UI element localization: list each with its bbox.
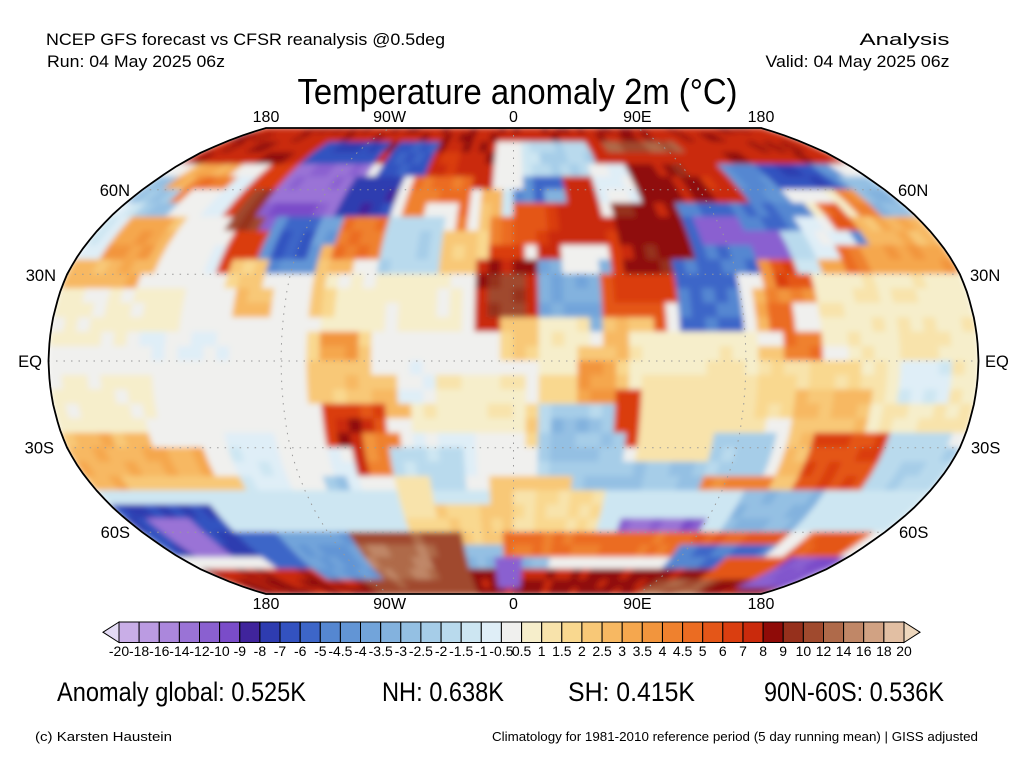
svg-text:-7: -7	[274, 643, 287, 659]
svg-text:-8: -8	[254, 643, 267, 659]
svg-text:(c) Karsten Haustein: (c) Karsten Haustein	[35, 730, 172, 744]
svg-text:7: 7	[739, 643, 747, 659]
svg-text:Climatology for 1981-2010 refe: Climatology for 1981-2010 reference peri…	[492, 730, 978, 744]
svg-text:60N: 60N	[100, 182, 130, 200]
svg-text:30N: 30N	[970, 267, 1000, 285]
svg-text:2.5: 2.5	[592, 643, 612, 659]
svg-text:-1: -1	[475, 643, 488, 659]
svg-text:-1.5: -1.5	[449, 643, 473, 659]
svg-text:30S: 30S	[25, 440, 54, 458]
svg-text:180: 180	[253, 109, 280, 126]
svg-text:Valid: 04 May 2025 06z: Valid: 04 May 2025 06z	[766, 53, 950, 71]
svg-text:3.5: 3.5	[633, 643, 653, 659]
svg-text:-18: -18	[129, 643, 149, 659]
svg-text:90W: 90W	[373, 596, 407, 613]
svg-text:18: 18	[876, 643, 892, 659]
svg-text:-14: -14	[169, 643, 189, 659]
svg-text:Run: 04 May 2025 06z: Run: 04 May 2025 06z	[47, 53, 225, 71]
svg-text:NCEP GFS forecast vs CFSR rean: NCEP GFS forecast vs CFSR reanalysis @0.…	[46, 31, 445, 49]
svg-text:-3: -3	[395, 643, 408, 659]
svg-text:0.5: 0.5	[512, 643, 532, 659]
svg-text:5: 5	[699, 643, 707, 659]
svg-text:6: 6	[719, 643, 727, 659]
svg-text:-16: -16	[149, 643, 169, 659]
svg-text:0: 0	[509, 109, 518, 126]
svg-text:-2.5: -2.5	[409, 643, 433, 659]
svg-text:-4.5: -4.5	[328, 643, 352, 659]
svg-text:2: 2	[578, 643, 586, 659]
svg-text:SH: 0.415K: SH: 0.415K	[568, 677, 695, 707]
svg-text:1.5: 1.5	[552, 643, 572, 659]
svg-text:10: 10	[796, 643, 812, 659]
svg-text:-10: -10	[209, 643, 229, 659]
svg-text:90E: 90E	[623, 596, 651, 613]
svg-text:20: 20	[896, 643, 912, 659]
svg-text:-5: -5	[314, 643, 327, 659]
svg-text:1: 1	[538, 643, 546, 659]
svg-text:180: 180	[748, 109, 775, 126]
svg-text:3: 3	[618, 643, 626, 659]
svg-text:180: 180	[748, 596, 775, 613]
svg-text:90W: 90W	[373, 109, 407, 126]
svg-text:-20: -20	[109, 643, 129, 659]
svg-text:12: 12	[816, 643, 832, 659]
svg-text:4.5: 4.5	[673, 643, 693, 659]
svg-text:60N: 60N	[898, 182, 928, 200]
svg-text:NH: 0.638K: NH: 0.638K	[382, 677, 504, 707]
svg-text:4: 4	[659, 643, 667, 659]
svg-text:Temperature anomaly 2m (°C): Temperature anomaly 2m (°C)	[298, 71, 738, 112]
svg-text:0: 0	[509, 596, 518, 613]
svg-text:60S: 60S	[899, 524, 928, 542]
svg-text:-4: -4	[354, 643, 367, 659]
svg-text:30N: 30N	[26, 267, 56, 285]
svg-text:Analysis: Analysis	[860, 31, 950, 49]
svg-text:16: 16	[856, 643, 872, 659]
svg-text:-12: -12	[189, 643, 209, 659]
svg-text:-2: -2	[435, 643, 448, 659]
svg-text:Anomaly global: 0.525K: Anomaly global: 0.525K	[57, 677, 306, 707]
svg-text:180: 180	[253, 596, 280, 613]
svg-text:-0.5: -0.5	[489, 643, 513, 659]
svg-text:90E: 90E	[623, 109, 651, 126]
svg-text:60S: 60S	[101, 524, 130, 542]
svg-text:EQ: EQ	[985, 353, 1009, 371]
svg-text:EQ: EQ	[18, 353, 42, 371]
svg-text:30S: 30S	[971, 440, 1000, 458]
svg-text:14: 14	[836, 643, 852, 659]
svg-text:-9: -9	[234, 643, 247, 659]
svg-text:8: 8	[759, 643, 767, 659]
svg-text:-6: -6	[294, 643, 307, 659]
svg-text:9: 9	[779, 643, 787, 659]
svg-text:-3.5: -3.5	[369, 643, 393, 659]
svg-text:90N-60S: 0.536K: 90N-60S: 0.536K	[764, 677, 944, 707]
